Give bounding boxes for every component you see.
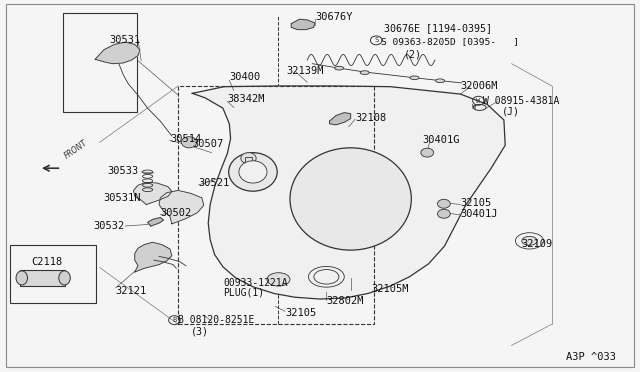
- Text: 30502: 30502: [161, 208, 191, 218]
- Bar: [20, 270, 65, 286]
- Polygon shape: [135, 242, 172, 272]
- Text: 32105: 32105: [285, 308, 316, 318]
- Polygon shape: [192, 86, 505, 299]
- Ellipse shape: [239, 161, 267, 183]
- Ellipse shape: [436, 79, 445, 83]
- Text: 30532: 30532: [93, 221, 125, 231]
- Text: 32109: 32109: [521, 239, 552, 249]
- Bar: [244, 157, 252, 166]
- Polygon shape: [159, 190, 204, 224]
- Text: 30676Y: 30676Y: [315, 12, 353, 22]
- Polygon shape: [148, 218, 164, 226]
- Bar: [10, 245, 97, 303]
- Text: W: W: [476, 98, 481, 104]
- Text: S: S: [374, 37, 378, 44]
- Text: 30507: 30507: [192, 140, 223, 150]
- Text: 32006M: 32006M: [461, 81, 498, 91]
- Text: B 08120-8251E: B 08120-8251E: [178, 315, 255, 325]
- Ellipse shape: [16, 271, 28, 285]
- Text: B: B: [172, 317, 177, 323]
- Text: 30676E [1194-0395]: 30676E [1194-0395]: [384, 23, 492, 33]
- Ellipse shape: [241, 153, 256, 164]
- Polygon shape: [330, 113, 351, 125]
- Text: FRONT: FRONT: [63, 138, 90, 161]
- Text: 38342M: 38342M: [227, 93, 265, 103]
- Ellipse shape: [267, 273, 290, 286]
- Text: 30401J: 30401J: [461, 209, 498, 219]
- Text: W 08915-4381A: W 08915-4381A: [483, 96, 559, 106]
- Ellipse shape: [181, 137, 196, 148]
- Text: 30531N: 30531N: [103, 193, 140, 203]
- Ellipse shape: [438, 209, 451, 218]
- Text: (3): (3): [191, 326, 209, 336]
- Bar: [63, 13, 137, 112]
- Ellipse shape: [438, 199, 451, 208]
- Text: 30531: 30531: [109, 35, 141, 45]
- Text: 00933-1221A: 00933-1221A: [223, 278, 287, 288]
- Ellipse shape: [290, 148, 412, 250]
- Polygon shape: [291, 19, 315, 30]
- Text: 30521: 30521: [198, 178, 230, 188]
- Text: 30533: 30533: [108, 166, 139, 176]
- Ellipse shape: [335, 66, 344, 70]
- Text: 32121: 32121: [116, 286, 147, 295]
- Text: 30400: 30400: [229, 73, 260, 83]
- Text: PLUG(1): PLUG(1): [223, 287, 264, 297]
- Polygon shape: [95, 42, 140, 64]
- Ellipse shape: [421, 148, 434, 157]
- Ellipse shape: [522, 236, 537, 245]
- Polygon shape: [134, 182, 172, 205]
- Text: S 09363-8205D [0395-   ]: S 09363-8205D [0395- ]: [381, 37, 518, 46]
- Text: 32108: 32108: [355, 113, 387, 123]
- Ellipse shape: [59, 271, 70, 285]
- Bar: [178, 86, 374, 324]
- Text: 32105M: 32105M: [371, 284, 408, 294]
- Text: 30514: 30514: [170, 134, 201, 144]
- Text: 32802M: 32802M: [326, 296, 364, 306]
- Text: 32139M: 32139M: [287, 66, 324, 76]
- Text: 32105: 32105: [461, 198, 492, 208]
- Text: A3P ^033: A3P ^033: [566, 352, 616, 362]
- Text: (J): (J): [502, 107, 520, 117]
- Ellipse shape: [360, 71, 369, 74]
- Ellipse shape: [228, 153, 277, 191]
- Ellipse shape: [410, 76, 419, 80]
- Text: C2118: C2118: [31, 257, 63, 267]
- Text: W: W: [472, 104, 477, 110]
- Text: (2): (2): [404, 49, 422, 60]
- Text: 30401G: 30401G: [422, 135, 460, 145]
